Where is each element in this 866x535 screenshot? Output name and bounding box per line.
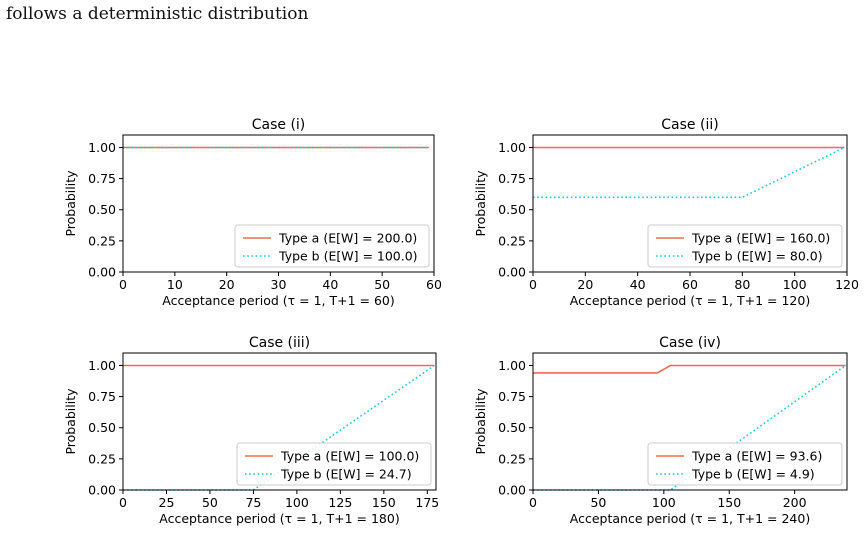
x-tick-label: 120 [835, 277, 859, 292]
legend-label: Type b (E[W] = 24.7) [280, 467, 412, 482]
y-tick-label: 0.50 [88, 420, 116, 435]
legend-box [647, 224, 843, 268]
y-tick-label: 0.00 [498, 483, 526, 498]
x-tick-label: 40 [322, 277, 338, 292]
legend-label: Type a (E[W] = 100.0) [280, 449, 419, 464]
x-tick-label: 125 [328, 495, 352, 510]
chart-panel-1: Case (i) 0 10 20 30 40 50 60 0.00 0.25 0.50 0.75 1.0… [63, 117, 442, 308]
x-axis-label: Acceptance period (τ = 1, T+1 = 180) [159, 511, 399, 526]
chart-title: Case (i) [252, 117, 306, 133]
x-axis-label: Acceptance period (τ = 1, T+1 = 120) [570, 293, 810, 308]
y-tick-label: 0.75 [498, 171, 526, 186]
y-tick-label: 1.00 [88, 358, 116, 373]
plot-frame [532, 352, 848, 491]
legend-label: Type a (E[W] = 200.0) [278, 231, 417, 246]
x-tick-label: 20 [219, 277, 235, 292]
legend-box [647, 442, 843, 486]
x-tick-label: 50 [374, 277, 390, 292]
y-tick-label: 1.00 [498, 358, 526, 373]
chart-panel-2: Case (ii) 0 20 40 60 80 100 120 0.00 0.25 0.50 0.75… [473, 117, 859, 308]
y-tick-label: 0.25 [498, 451, 526, 466]
x-tick-label: 60 [426, 277, 442, 292]
y-tick-label: 0.25 [88, 451, 116, 466]
y-axis-label: Probability [473, 170, 488, 237]
y-tick-label: 1.00 [498, 140, 526, 155]
x-tick-label: 40 [630, 277, 646, 292]
y-tick-label: 0.50 [498, 420, 526, 435]
x-tick-label: 50 [202, 495, 218, 510]
x-tick-label: 50 [590, 495, 606, 510]
x-tick-label: 10 [167, 277, 183, 292]
x-tick-label: 200 [783, 495, 807, 510]
y-axis-label: Probability [63, 170, 78, 237]
y-tick-label: 1.00 [88, 140, 116, 155]
chart-panel-3: Case (iii) 0 25 50 75 100 125 150 175 0.00 0.25 0.5… [63, 335, 439, 526]
y-axis-label: Probability [473, 388, 488, 455]
x-tick-label: 0 [529, 495, 537, 510]
y-tick-label: 0.50 [88, 202, 116, 217]
x-tick-label: 0 [529, 277, 537, 292]
legend-label: Type b (E[W] = 100.0) [278, 249, 418, 264]
x-tick-label: 25 [159, 495, 175, 510]
y-tick-label: 0.75 [88, 389, 116, 404]
x-tick-label: 150 [372, 495, 396, 510]
legend-label: Type b (E[W] = 80.0) [691, 249, 823, 264]
chart-title: Case (ii) [661, 117, 718, 133]
x-tick-label: 100 [285, 495, 309, 510]
y-tick-label: 0.00 [88, 265, 116, 280]
x-tick-label: 0 [119, 277, 127, 292]
x-tick-label: 20 [577, 277, 593, 292]
chart-title: Case (iii) [249, 335, 310, 351]
legend-label: Type a (E[W] = 93.6) [691, 449, 822, 464]
y-axis-label: Probability [63, 388, 78, 455]
x-tick-label: 100 [783, 277, 807, 292]
x-tick-label: 80 [734, 277, 750, 292]
y-tick-label: 0.75 [88, 171, 116, 186]
y-tick-label: 0.00 [88, 483, 116, 498]
x-tick-label: 175 [415, 495, 439, 510]
x-tick-label: 60 [682, 277, 698, 292]
y-tick-label: 0.50 [498, 202, 526, 217]
legend-label: Type a (E[W] = 160.0) [691, 231, 830, 246]
y-tick-label: 0.25 [498, 233, 526, 248]
x-tick-label: 150 [717, 495, 741, 510]
series-line-type-b [533, 146, 845, 199]
y-tick-label: 0.00 [498, 265, 526, 280]
y-tick-label: 0.75 [498, 389, 526, 404]
y-tick-label: 0.25 [88, 233, 116, 248]
x-axis-label: Acceptance period (τ = 1, T+1 = 240) [570, 511, 810, 526]
legend-label: Type b (E[W] = 4.9) [691, 467, 815, 482]
series-line-type-a [533, 364, 846, 374]
caption: follows a deterministic distribution [6, 4, 309, 24]
legend-box [234, 224, 430, 268]
legend-box [236, 442, 432, 486]
plot-frame [122, 352, 437, 491]
x-axis-label: Acceptance period (τ = 1, T+1 = 60) [162, 293, 395, 308]
x-tick-label: 0 [119, 495, 127, 510]
x-tick-label: 75 [245, 495, 261, 510]
chart-title: Case (iv) [659, 335, 721, 351]
x-tick-label: 100 [652, 495, 676, 510]
chart-panel-4: Case (iv) 0 50 100 150 200 0.00 0.25 0.50 0.75 1.0… [473, 335, 848, 526]
x-tick-label: 30 [271, 277, 287, 292]
